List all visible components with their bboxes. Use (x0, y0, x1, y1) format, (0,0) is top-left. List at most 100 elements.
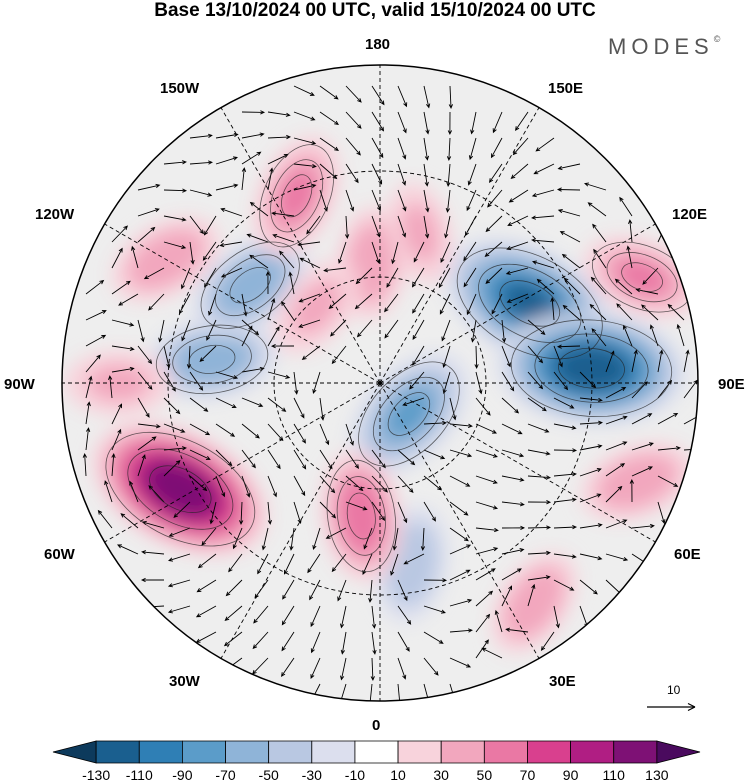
wind-vector-arrow (481, 647, 503, 659)
wind-vector-arrow (111, 225, 128, 243)
wind-vector-arrow (605, 415, 628, 425)
wind-vector-arrow (219, 241, 243, 248)
wind-vector-arrow (163, 160, 187, 165)
contour-line (346, 492, 376, 540)
wind-vector-arrow (189, 423, 211, 436)
wind-vector-arrow (449, 527, 469, 542)
wind-vector-arrow (423, 137, 430, 161)
wind-vector-arrow (683, 349, 690, 373)
wind-vector-arrow (312, 371, 321, 394)
wind-vector-arrow (605, 387, 627, 399)
wind-vector-arrow (225, 579, 243, 597)
contour-line (510, 319, 673, 418)
contour-line (326, 459, 396, 573)
wind-vector-arrow (527, 449, 551, 456)
contour-line (621, 262, 663, 292)
wind-vector-arrow (533, 163, 555, 175)
wind-vector-arrow (442, 371, 451, 395)
wind-vector-arrow (116, 544, 139, 555)
wind-vector-arrow (527, 550, 551, 556)
wind-vector-arrow (163, 397, 181, 415)
wind-vector-arrow (423, 657, 439, 676)
wind-vector-arrow (228, 553, 243, 573)
colorbar-swatch (52, 740, 97, 764)
wind-vector-arrow (676, 323, 685, 347)
map-boundary (61, 64, 699, 702)
anomaly-contour (346, 492, 376, 540)
wind-vector-arrow (484, 241, 503, 258)
wind-vector-arrow (111, 428, 122, 451)
wind-vector-arrow (605, 441, 628, 451)
lon-label-150e: 150E (548, 80, 584, 97)
wind-vector-arrow (642, 267, 659, 285)
wind-vector-arrow (397, 189, 407, 212)
wind-vector-arrow (319, 137, 339, 152)
wind-vector-arrow (325, 527, 347, 539)
wind-vector-arrow (641, 304, 659, 321)
wind-vector-arrow (323, 267, 347, 273)
colorbar-tick-label: -70 (215, 767, 236, 783)
wind-vector-arrow (553, 345, 563, 368)
anomaly-contour (396, 538, 428, 590)
wind-vector-arrow (293, 85, 315, 96)
wind-vector-arrow (423, 85, 431, 109)
colorbar-swatch (570, 740, 615, 764)
wind-vector-arrow (293, 475, 306, 497)
wind-vector-arrow (85, 401, 91, 425)
lon-label-30w: 30W (169, 673, 200, 690)
wind-vector-arrow (442, 345, 451, 369)
wind-vector-arrow (501, 449, 525, 458)
wind-vector-arrow (605, 519, 628, 529)
colorbar (52, 740, 701, 764)
wind-vector-arrow (329, 319, 347, 337)
wind-vector-arrow (137, 226, 156, 243)
wind-vector-arrow (420, 527, 426, 551)
wind-vector-arrow (583, 182, 607, 191)
wind-vector-arrow (293, 501, 302, 524)
wind-vector-arrow (267, 297, 276, 321)
wind-vector-arrow (201, 527, 217, 546)
colorbar-swatch (225, 740, 270, 764)
wind-vector-arrow (501, 501, 525, 507)
wind-vector-arrow (371, 85, 385, 106)
wind-vector-arrow (527, 525, 552, 530)
wind-vector-arrow (199, 345, 217, 363)
colorbar-swatch (311, 740, 356, 764)
wind-vector-arrow (224, 605, 243, 621)
wind-vector-arrow (444, 215, 451, 239)
wind-vector-arrow (163, 241, 187, 250)
contour-line (558, 347, 625, 389)
anomaly-contour (504, 284, 555, 323)
wind-vector-arrow (614, 278, 633, 295)
lon-label-60w: 60W (44, 546, 75, 563)
brand-name: MODES (608, 34, 714, 59)
contour-line (478, 263, 582, 343)
wind-vector-arrow (345, 85, 362, 103)
meridian-line (220, 107, 381, 384)
wind-vector-arrow (605, 485, 623, 503)
wind-vector-arrow (397, 605, 412, 625)
wind-vector-arrow (463, 267, 477, 288)
wind-vector-arrow (371, 605, 377, 629)
wind-vector-arrow (579, 523, 603, 529)
wind-vector-arrow (397, 683, 402, 701)
wind-vector-arrow (501, 423, 523, 435)
wind-vector-arrow (475, 639, 489, 659)
wind-vector-arrow (553, 579, 575, 591)
wind-vector-arrow (148, 293, 165, 311)
wind-vector-arrow (579, 579, 598, 595)
wind-vector-arrow (267, 449, 281, 470)
wind-vector-arrow (337, 579, 347, 602)
wind-vector-arrow (593, 248, 607, 269)
anomaly-center (92, 422, 268, 557)
wind-vector-arrow (531, 189, 555, 198)
wind-vector-arrow (657, 412, 679, 425)
contour-line (499, 280, 561, 327)
wind-vector-arrow (628, 219, 633, 243)
wind-vector-arrow (137, 345, 153, 365)
wind-vector-arrow (527, 500, 552, 505)
wind-vector-arrow (345, 111, 362, 129)
wind-vector-arrow (467, 163, 477, 186)
wind-vector-arrow (626, 245, 633, 269)
wind-vector-arrow (340, 657, 347, 681)
